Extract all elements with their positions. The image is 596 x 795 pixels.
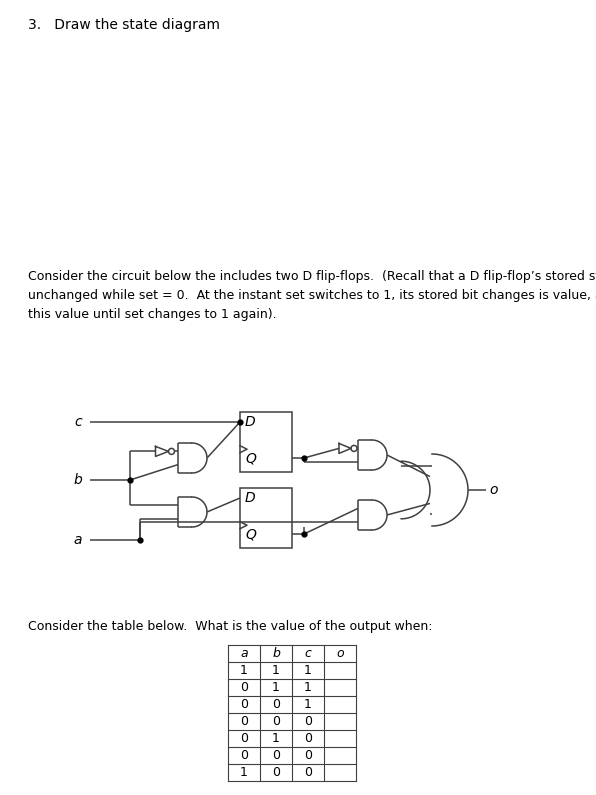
Bar [240, 412, 292, 472]
Text: 1: 1 [240, 664, 248, 677]
Text: Consider the table below.  What is the value of the output when:: Consider the table below. What is the va… [28, 620, 433, 633]
Text: 0: 0 [240, 749, 248, 762]
Text: b: b [73, 473, 82, 487]
Text: c: c [305, 647, 312, 660]
Text: 1: 1 [272, 732, 280, 745]
Text: 3.   Draw the state diagram: 3. Draw the state diagram [28, 18, 220, 32]
Text: 0: 0 [272, 698, 280, 711]
Text: 0: 0 [240, 698, 248, 711]
Text: Q: Q [245, 451, 256, 465]
Text: o: o [336, 647, 344, 660]
Text: a: a [240, 647, 248, 660]
Text: 1: 1 [304, 664, 312, 677]
Text: 0: 0 [304, 715, 312, 728]
Text: 1: 1 [304, 698, 312, 711]
Text: a: a [73, 533, 82, 547]
Text: 0: 0 [304, 749, 312, 762]
Text: 0: 0 [240, 732, 248, 745]
Text: 0: 0 [272, 715, 280, 728]
Text: D: D [245, 491, 256, 505]
Text: c: c [74, 415, 82, 429]
Text: D: D [245, 415, 256, 429]
Text: 0: 0 [272, 766, 280, 779]
Text: 0: 0 [240, 715, 248, 728]
Text: Consider the circuit below the includes two D flip-flops.  (Recall that a D flip: Consider the circuit below the includes … [28, 270, 596, 321]
Text: 0: 0 [304, 732, 312, 745]
Text: b: b [272, 647, 280, 660]
Text: 1: 1 [304, 681, 312, 694]
Text: 1: 1 [272, 681, 280, 694]
Text: 0: 0 [304, 766, 312, 779]
Text: 1: 1 [272, 664, 280, 677]
Text: Q: Q [245, 527, 256, 541]
Bar [240, 488, 292, 548]
Text: o: o [489, 483, 498, 497]
Text: 1: 1 [240, 766, 248, 779]
Text: 0: 0 [272, 749, 280, 762]
Text: 0: 0 [240, 681, 248, 694]
